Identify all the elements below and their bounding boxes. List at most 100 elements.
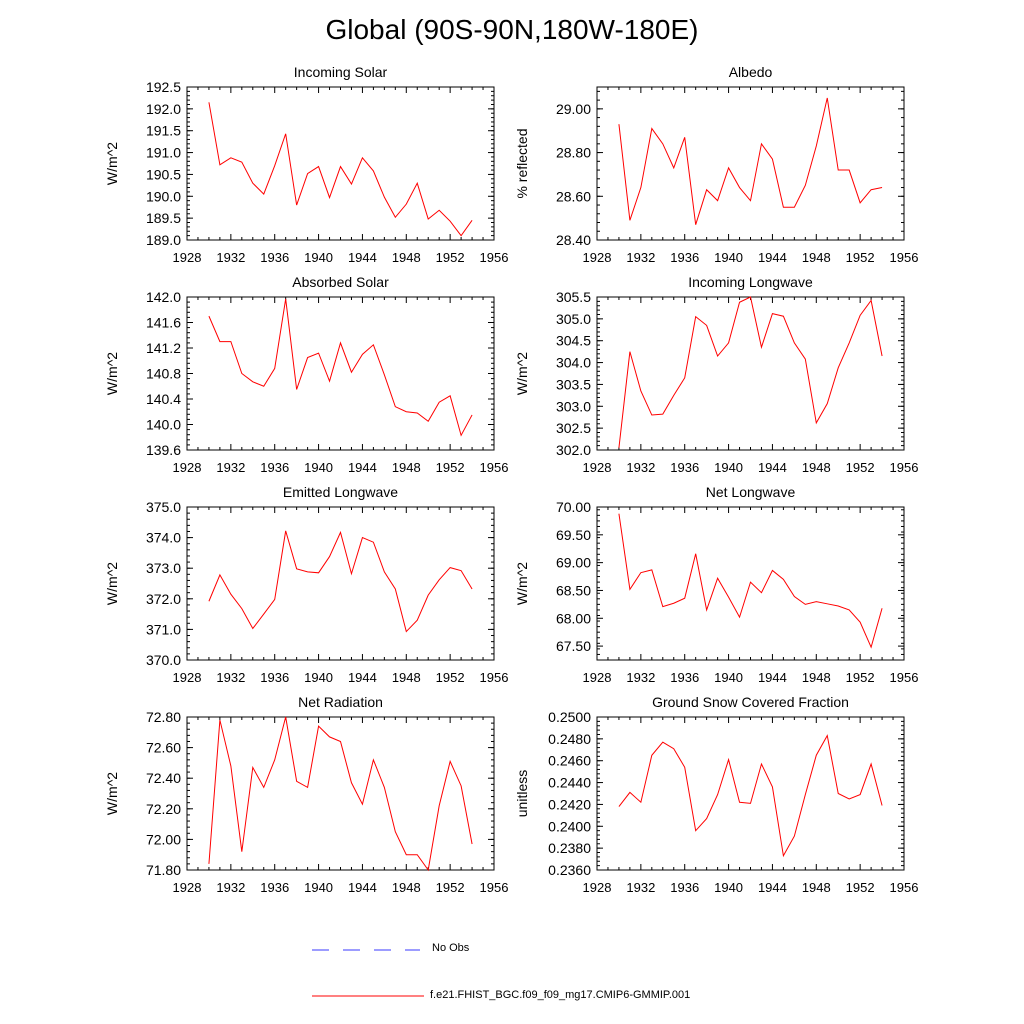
y-tick-label: 69.00 — [556, 555, 591, 571]
plot-frame — [186, 716, 495, 871]
y-tick-label: 372.0 — [146, 591, 181, 607]
y-tick-label: 303.0 — [556, 398, 591, 414]
y-axis-label: W/m^2 — [514, 562, 530, 605]
chart-title: Absorbed Solar — [292, 274, 389, 290]
x-tick-label: 1948 — [802, 460, 831, 475]
y-tick-label: 0.2380 — [548, 840, 591, 856]
x-tick-label: 1936 — [670, 250, 699, 265]
y-tick-label: 191.5 — [146, 123, 181, 139]
chart-title: Incoming Longwave — [688, 274, 813, 290]
x-tick-label: 1932 — [626, 670, 655, 685]
x-tick-label: 1944 — [758, 250, 787, 265]
y-tick-label: 0.2480 — [548, 731, 591, 747]
y-tick-label: 374.0 — [146, 530, 181, 546]
x-tick-label: 1940 — [714, 460, 743, 475]
x-tick-label: 1944 — [348, 460, 377, 475]
y-tick-label: 67.50 — [556, 638, 591, 654]
y-axis-label: W/m^2 — [104, 562, 120, 605]
series-line — [208, 102, 473, 237]
x-tick-label: 1948 — [392, 880, 421, 895]
x-tick-label: 1948 — [392, 670, 421, 685]
chart-panel-7: 1928 1932 1936 1940 1944 1948 1952 1956 71.80 72.… — [104, 694, 508, 895]
x-tick-label: 1940 — [304, 250, 333, 265]
series-line — [208, 530, 473, 633]
y-tick-label: 139.6 — [146, 442, 181, 458]
x-tick-label: 1952 — [436, 880, 465, 895]
x-tick-label: 1952 — [846, 670, 875, 685]
chart-title: Ground Snow Covered Fraction — [652, 694, 849, 710]
x-tick-label: 1932 — [626, 250, 655, 265]
x-tick-label: 1940 — [714, 880, 743, 895]
y-tick-label: 72.20 — [146, 801, 181, 817]
x-tick-label: 1952 — [436, 250, 465, 265]
plot-frame — [186, 86, 495, 241]
legend-model-line-icon — [312, 995, 424, 997]
y-tick-label: 302.5 — [556, 420, 591, 436]
series-line — [618, 296, 883, 448]
x-tick-label: 1952 — [846, 250, 875, 265]
x-tick-label: 1936 — [260, 460, 289, 475]
x-tick-label: 1932 — [626, 460, 655, 475]
y-tick-label: 0.2420 — [548, 796, 591, 812]
chart-title: Net Longwave — [706, 484, 796, 500]
x-tick-label: 1936 — [670, 880, 699, 895]
x-tick-label: 1944 — [758, 880, 787, 895]
y-tick-label: 192.0 — [146, 101, 181, 117]
y-tick-label: 0.2500 — [548, 709, 591, 725]
y-tick-label: 304.0 — [556, 355, 591, 371]
y-tick-label: 141.2 — [146, 340, 181, 356]
x-tick-label: 1932 — [626, 880, 655, 895]
x-tick-label: 1956 — [480, 250, 509, 265]
page-title: Global (90S-90N,180W-180E) — [325, 14, 699, 45]
x-tick-label: 1948 — [392, 460, 421, 475]
x-tick-label: 1936 — [670, 460, 699, 475]
x-tick-label: 1940 — [714, 250, 743, 265]
plot-frame — [186, 506, 495, 661]
y-tick-label: 190.5 — [146, 166, 181, 182]
y-tick-label: 69.50 — [556, 527, 591, 543]
x-tick-label: 1956 — [890, 670, 919, 685]
chart-title: Incoming Solar — [294, 64, 388, 80]
x-tick-label: 1928 — [583, 250, 612, 265]
y-axis-label: % reflected — [514, 128, 530, 198]
y-tick-label: 72.60 — [146, 740, 181, 756]
y-tick-label: 305.5 — [556, 289, 591, 305]
plot-frame — [596, 86, 905, 241]
y-tick-label: 371.0 — [146, 621, 181, 637]
y-tick-label: 191.0 — [146, 145, 181, 161]
series-line — [618, 734, 883, 858]
chart-panel-4: 1928 1932 1936 1940 1944 1948 1952 1956 302.0 302… — [514, 274, 918, 475]
chart-panel-2: 1928 1932 1936 1940 1944 1948 1952 1956 28.40 28.… — [514, 64, 918, 265]
chart-panel-1: 1928 1932 1936 1940 1944 1948 1952 1956 189.0 189… — [104, 64, 508, 265]
y-tick-label: 140.8 — [146, 366, 181, 382]
x-tick-label: 1952 — [846, 460, 875, 475]
x-tick-label: 1948 — [392, 250, 421, 265]
x-tick-label: 1940 — [304, 460, 333, 475]
legend-no-obs: No Obs — [312, 940, 612, 960]
chart-panel-3: 1928 1932 1936 1940 1944 1948 1952 1956 139.6 140… — [104, 274, 508, 475]
plot-frame — [186, 296, 495, 451]
y-tick-label: 0.2440 — [548, 775, 591, 791]
x-tick-label: 1936 — [260, 670, 289, 685]
x-tick-label: 1936 — [260, 880, 289, 895]
y-axis-label: unitless — [514, 770, 530, 817]
chart-title: Net Radiation — [298, 694, 383, 710]
y-tick-label: 373.0 — [146, 560, 181, 576]
y-tick-label: 303.5 — [556, 376, 591, 392]
series-line — [208, 716, 473, 872]
x-tick-label: 1940 — [304, 670, 333, 685]
x-tick-label: 1928 — [583, 460, 612, 475]
x-tick-label: 1932 — [216, 880, 245, 895]
y-tick-label: 305.0 — [556, 311, 591, 327]
legend-no-obs-line-icon — [312, 949, 420, 951]
y-tick-label: 28.60 — [556, 188, 591, 204]
x-tick-label: 1940 — [714, 670, 743, 685]
x-tick-label: 1952 — [436, 460, 465, 475]
y-tick-label: 370.0 — [146, 652, 181, 668]
x-tick-label: 1928 — [173, 880, 202, 895]
y-tick-label: 72.80 — [146, 709, 181, 725]
x-tick-label: 1928 — [173, 670, 202, 685]
y-tick-label: 375.0 — [146, 499, 181, 515]
x-tick-label: 1928 — [583, 670, 612, 685]
